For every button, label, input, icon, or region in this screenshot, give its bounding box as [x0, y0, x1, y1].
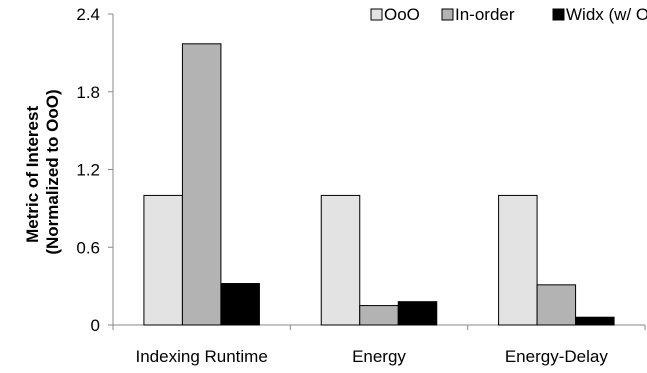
x-tick-label: Energy-Delay	[505, 347, 608, 366]
bar	[144, 195, 183, 325]
legend-label: In-order	[455, 5, 515, 24]
y-tick-label: 2.4	[76, 5, 100, 24]
legend-swatch	[371, 9, 382, 20]
bars	[144, 44, 614, 325]
x-axis: Indexing Runtime Energy Energy-Delay	[113, 325, 645, 366]
legend-swatch	[553, 9, 564, 20]
legend-swatch	[442, 9, 453, 20]
y-axis-label: Metric of Interest (Normalized to OoO)	[23, 89, 62, 254]
bar	[398, 302, 437, 325]
bar	[221, 284, 260, 325]
bar	[182, 44, 221, 325]
bar	[360, 306, 399, 325]
x-tick-label: Energy	[352, 347, 406, 366]
legend-label: OoO	[384, 5, 420, 24]
y-tick-label: 0.6	[76, 238, 100, 257]
bar	[499, 195, 538, 325]
y-tick-label: 1.8	[76, 83, 100, 102]
y-axis-label-line2: (Normalized to OoO)	[43, 89, 62, 254]
y-tick-label: 0	[91, 316, 100, 335]
bar	[576, 317, 615, 325]
y-axis: 0 0.6 1.2 1.8 2.4	[76, 5, 113, 335]
bar	[537, 285, 576, 325]
y-tick-label: 1.2	[76, 161, 100, 180]
legend-label: Widx (w/ OoO)	[566, 5, 647, 24]
x-tick-label: Indexing Runtime	[136, 347, 268, 366]
legend: OoO In-order Widx (w/ OoO)	[371, 5, 647, 24]
y-axis-label-line1: Metric of Interest	[23, 106, 42, 243]
bar	[321, 195, 360, 325]
